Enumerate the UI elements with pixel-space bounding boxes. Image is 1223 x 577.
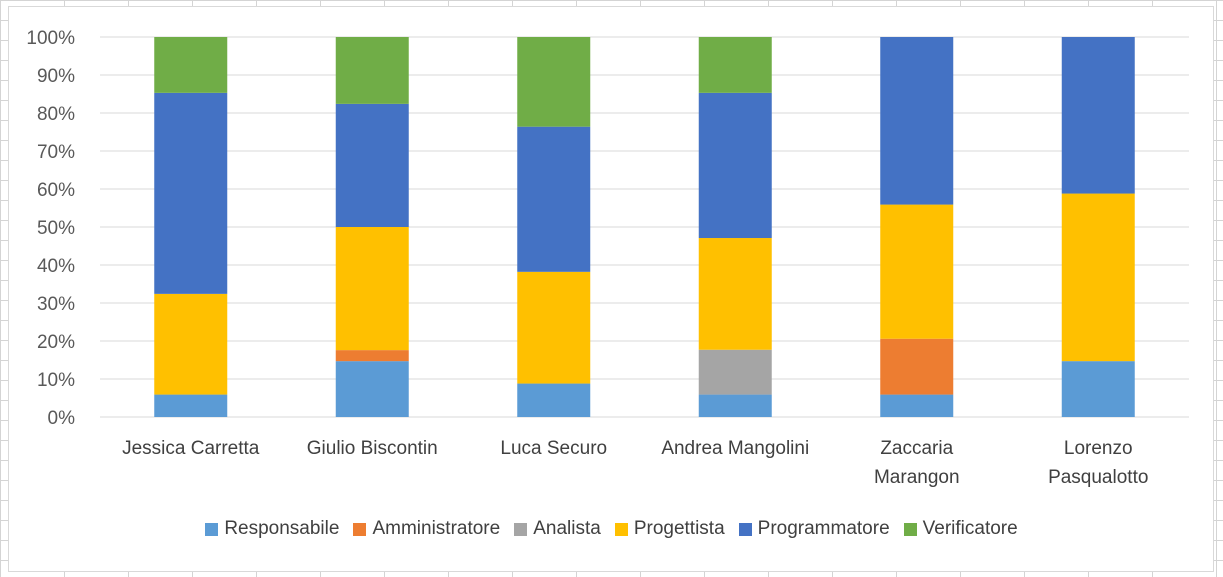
y-axis-tick-labels: 0% 10% 20% 30% 40% 50% 60% 70% 80% 90% 100% (26, 28, 75, 429)
y-tick-label: 10% (37, 370, 75, 391)
bar-segment-progettista[interactable] (1061, 193, 1135, 362)
legend-item-progettista[interactable]: Progettista (614, 518, 725, 540)
bar-segment-responsabile[interactable] (154, 394, 228, 417)
bar-segment-programmatore[interactable] (335, 103, 409, 227)
y-tick-label: 80% (37, 104, 75, 125)
legend-item-analista[interactable]: Analista (514, 518, 601, 540)
bar-segment-verificatore[interactable] (698, 37, 772, 93)
y-tick-label: 0% (48, 408, 76, 429)
legend-label: Programmatore (757, 518, 890, 539)
bar-segment-programmatore[interactable] (880, 37, 954, 205)
chart-legend: Responsabile Amministratore Analista Proget… (0, 518, 1223, 540)
x-category-label: Zaccaria Marangon (874, 438, 960, 488)
y-tick-label: 20% (37, 332, 75, 353)
legend-label: Analista (533, 518, 601, 539)
legend-item-amministratore[interactable]: Amministratore (353, 518, 500, 540)
legend-item-verificatore[interactable]: Verificatore (903, 518, 1018, 540)
bar-segment-amministratore[interactable] (880, 338, 954, 395)
bar-segment-progettista[interactable] (154, 293, 228, 395)
legend-swatch (614, 522, 628, 536)
legend-item-responsabile[interactable]: Responsabile (205, 518, 339, 540)
legend-swatch (353, 522, 367, 536)
bar-segment-verificatore[interactable] (154, 37, 228, 93)
bar-segment-programmatore[interactable] (517, 126, 591, 272)
gridlines (100, 36, 1189, 418)
x-axis-category-labels: Jessica Carretta Giulio Biscontin Luca Sec… (122, 438, 1148, 488)
bar-segment-responsabile[interactable] (880, 394, 954, 417)
y-tick-label: 40% (37, 256, 75, 277)
x-category-label: Andrea Mangolini (661, 438, 809, 459)
legend-swatch (205, 522, 219, 536)
y-tick-label: 100% (26, 28, 75, 49)
bar-segment-responsabile[interactable] (517, 383, 591, 417)
y-tick-label: 60% (37, 180, 75, 201)
y-tick-label: 70% (37, 142, 75, 163)
bar-segment-verificatore[interactable] (517, 37, 591, 127)
bar-segment-progettista[interactable] (335, 227, 409, 351)
x-category-label: Lorenzo Pasqualotto (1048, 438, 1148, 488)
bar-segment-responsabile[interactable] (335, 361, 409, 417)
bar-segment-programmatore[interactable] (154, 92, 228, 294)
legend-swatch (514, 522, 528, 536)
bar-segment-progettista[interactable] (880, 204, 954, 339)
bar-segment-verificatore[interactable] (335, 37, 409, 104)
legend-swatch (903, 522, 917, 536)
legend-label: Progettista (633, 518, 725, 539)
bar-segment-analista[interactable] (698, 349, 772, 395)
bar-segment-progettista[interactable] (517, 271, 591, 384)
x-category-label: Jessica Carretta (122, 438, 260, 459)
legend-label: Amministratore (372, 518, 501, 539)
legend-swatch (738, 522, 752, 536)
bar-segment-responsabile[interactable] (698, 394, 772, 417)
y-tick-label: 90% (37, 66, 75, 87)
bar-segment-responsabile[interactable] (1061, 361, 1135, 417)
y-tick-label: 50% (37, 218, 75, 239)
x-category-label: Luca Securo (500, 438, 607, 459)
x-category-label: Giulio Biscontin (307, 438, 438, 459)
bar-segment-progettista[interactable] (698, 238, 772, 350)
bar-segment-amministratore[interactable] (335, 350, 409, 362)
legend-label: Responsabile (224, 518, 340, 539)
legend-item-programmatore[interactable]: Programmatore (738, 518, 890, 540)
legend-label: Verificatore (922, 518, 1018, 539)
bar-segment-programmatore[interactable] (698, 92, 772, 239)
bars (154, 37, 1135, 417)
y-tick-label: 30% (37, 294, 75, 315)
bar-segment-programmatore[interactable] (1061, 37, 1135, 194)
